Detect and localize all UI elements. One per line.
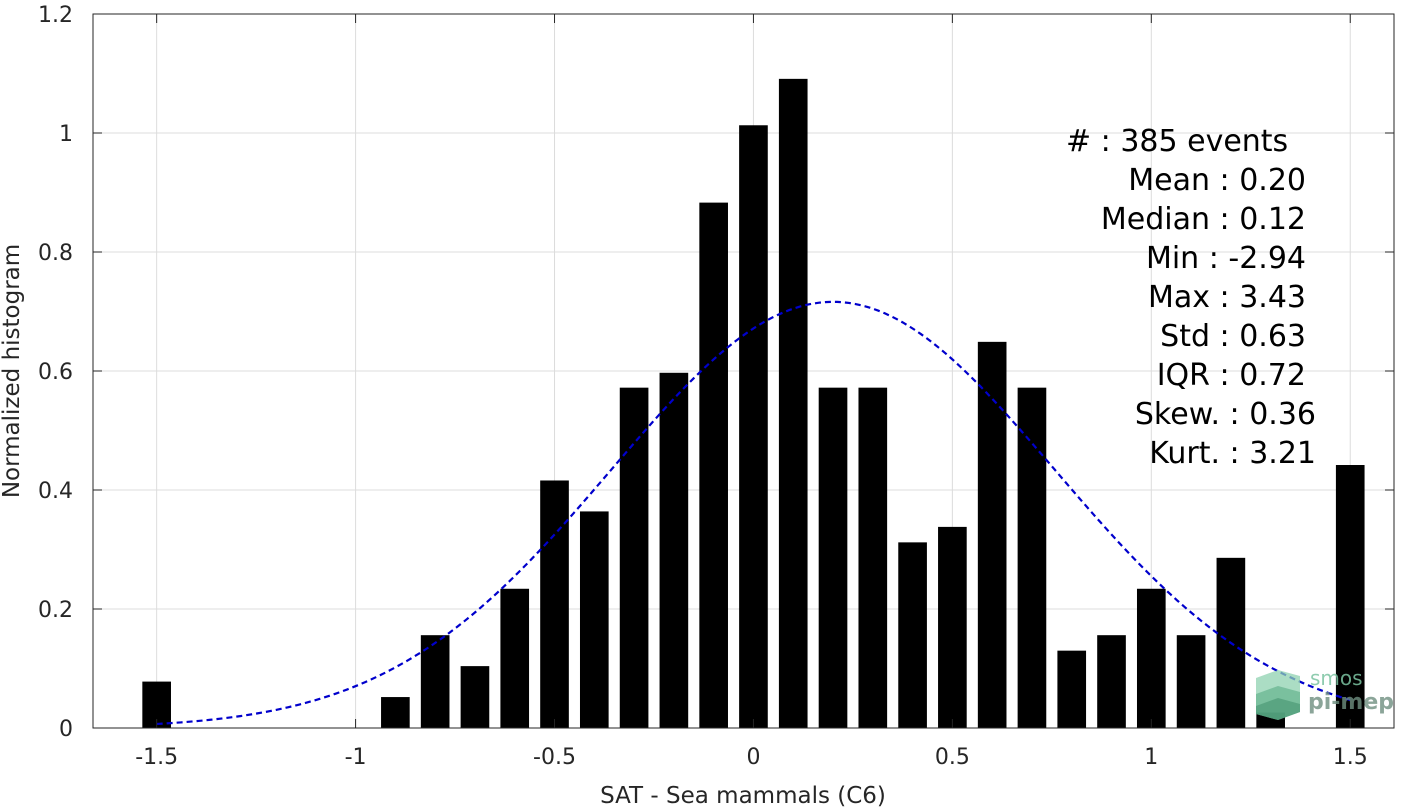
x-tick-label: -0.5	[533, 745, 576, 770]
histogram-bar	[1097, 635, 1126, 728]
histogram-bar	[1017, 387, 1047, 728]
y-tick-label: 1	[59, 122, 73, 147]
histogram-bar	[778, 78, 808, 729]
statistics-annotation: # : 385 events Mean : 0.20 Median : 0.12 Mi…	[1066, 124, 1316, 471]
y-tick-label: 0.2	[38, 598, 73, 623]
histogram-bar	[858, 387, 888, 728]
histogram-bar	[500, 588, 530, 728]
x-tick-label: 0	[746, 745, 760, 770]
histogram-bar	[938, 526, 967, 728]
y-tick-labels: 0 0.2 0.4 0.6 0.8 1 1.2	[38, 3, 73, 742]
histogram-bar	[1335, 465, 1365, 728]
x-tick-label: -1	[345, 745, 367, 770]
y-tick-label: 1.2	[38, 3, 73, 28]
gaussian-fit-curve	[156, 300, 1351, 726]
histogram-bar	[898, 542, 927, 728]
stat-line: Kurt. : 3.21	[1149, 436, 1316, 471]
histogram-bars	[142, 78, 1365, 729]
histogram-bar	[1057, 650, 1087, 728]
histogram-bar	[579, 511, 609, 728]
y-tick-label: 0.6	[38, 360, 73, 385]
histogram-bar	[818, 387, 848, 728]
histogram-bar	[460, 666, 490, 728]
x-axis-title: SAT - Sea mammals (C6)	[600, 783, 886, 809]
histogram-bar	[1136, 588, 1166, 728]
logo-text-bottom: pi-mep	[1308, 690, 1394, 715]
smos-pi-mep-logo: smos pi-mep	[1256, 666, 1394, 720]
stat-line: Median : 0.12	[1101, 202, 1306, 237]
stat-line: IQR : 0.72	[1157, 358, 1306, 393]
x-tick-label: 0.5	[935, 745, 970, 770]
histogram-bar	[699, 202, 728, 729]
x-tick-label: 1.5	[1333, 745, 1368, 770]
y-axis-title: Normalized histogram	[0, 244, 25, 498]
y-tick-label: 0	[59, 717, 73, 742]
histogram-bar	[540, 480, 569, 728]
histogram-bar	[619, 387, 649, 728]
x-tick-label: 1	[1144, 745, 1158, 770]
stat-line: Std : 0.63	[1160, 319, 1306, 354]
axis-ticks	[93, 13, 1394, 729]
stat-line: Max : 3.43	[1148, 280, 1306, 315]
stat-line: Min : -2.94	[1146, 241, 1306, 276]
y-tick-label: 0.8	[38, 241, 73, 266]
stat-line: Skew. : 0.36	[1135, 397, 1316, 432]
x-tick-label: -1.5	[135, 745, 178, 770]
histogram-bar	[977, 341, 1007, 728]
y-tick-label: 0.4	[38, 479, 73, 504]
stat-line: Mean : 0.20	[1128, 163, 1306, 198]
histogram-bar	[659, 372, 689, 728]
stat-line: # : 385 events	[1066, 124, 1288, 159]
histogram-bar	[739, 125, 768, 728]
histogram-bar	[1176, 635, 1206, 728]
x-tick-labels: -1.5 -1 -0.5 0 0.5 1 1.5	[135, 745, 1368, 770]
logo-text-top: smos	[1310, 666, 1363, 690]
histogram-bar	[381, 697, 410, 728]
